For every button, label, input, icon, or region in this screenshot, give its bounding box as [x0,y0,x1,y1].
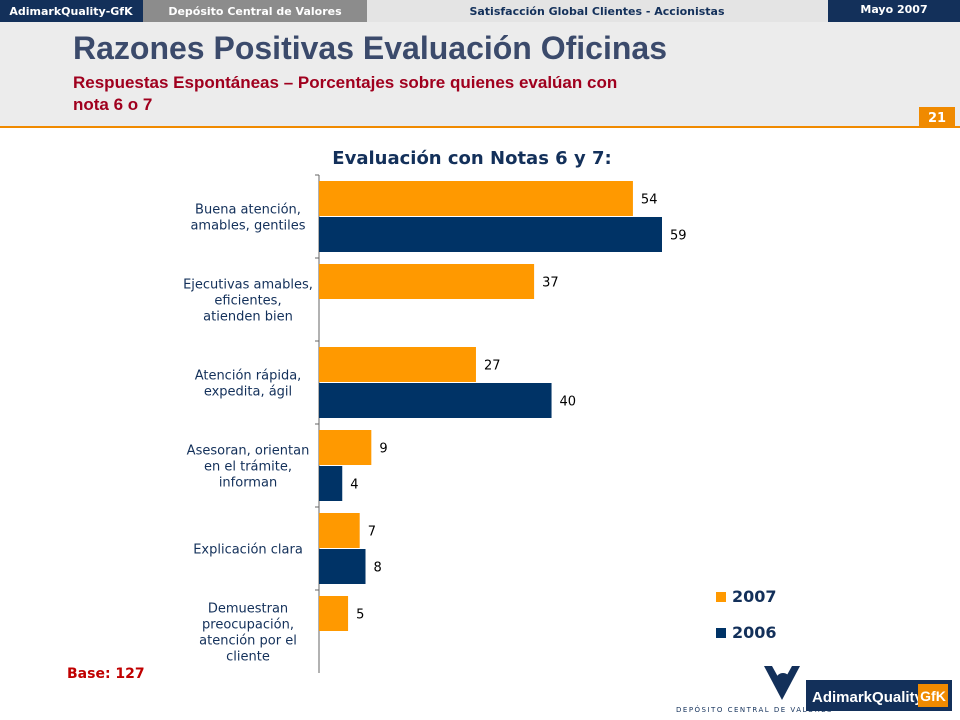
page-box [919,107,955,127]
slide-subtitle: Respuestas Espontáneas – Porcentajes sob… [73,73,617,114]
bar [319,549,366,584]
date: Mayo 2007 [860,3,927,16]
study-box [367,0,828,22]
bar [319,264,535,299]
value-label: 7 [368,525,376,540]
base-note: Base: 127 [67,666,145,682]
value-label: 54 [641,193,658,208]
slide-title: Razones Positivas Evaluación Oficinas [73,30,667,66]
title-rule [0,126,960,128]
bar [319,347,476,382]
gfk-box [918,684,948,707]
adimark-text: AdimarkQuality [812,689,924,706]
client-box [143,0,367,22]
brand: AdimarkQuality-GfK [9,5,133,18]
gfk-text: GfK [920,688,946,704]
client: Depósito Central de Valores [168,5,342,18]
study: Satisfacción Global Clientes - Accionist… [469,5,725,18]
dcv-logo [764,666,800,700]
value-label: 4 [350,478,358,493]
value-label: 9 [379,442,387,457]
title-band [0,22,960,127]
category-label: Demuestran preocupación, atención por el cl… [199,602,297,665]
value-label: 40 [560,395,577,410]
brand-box [0,0,143,22]
bar [319,383,552,418]
legend-swatch [716,592,726,602]
bar [319,181,633,216]
legend-label: 2007 [732,587,777,606]
bar [319,513,360,548]
bar [319,466,343,501]
value-label: 59 [670,229,687,244]
value-label: 8 [374,561,382,576]
value-label: 27 [484,359,501,374]
value-label: 37 [542,276,559,291]
legend-label: 2006 [732,623,777,642]
date-box [828,0,960,22]
category-label: Buena atención, amables, gentiles [190,203,305,234]
category-label: Ejecutivas amables, eficientes, atienden b… [183,278,313,325]
dcv-text: Depósito Central de Valores [676,705,833,714]
bar [319,430,372,465]
category-label: Atención rápida, expedita, ágil [195,369,302,400]
page-number: 21 [928,111,946,126]
value-label: 5 [356,608,364,623]
bar [319,217,662,252]
category-label: Asesoran, orientan en el trámite, informan [187,444,310,491]
category-label: Explicación clara [193,543,303,558]
bar [319,596,349,631]
chart-title: Evaluación con Notas 6 y 7: [332,148,611,169]
legend-swatch [716,628,726,638]
